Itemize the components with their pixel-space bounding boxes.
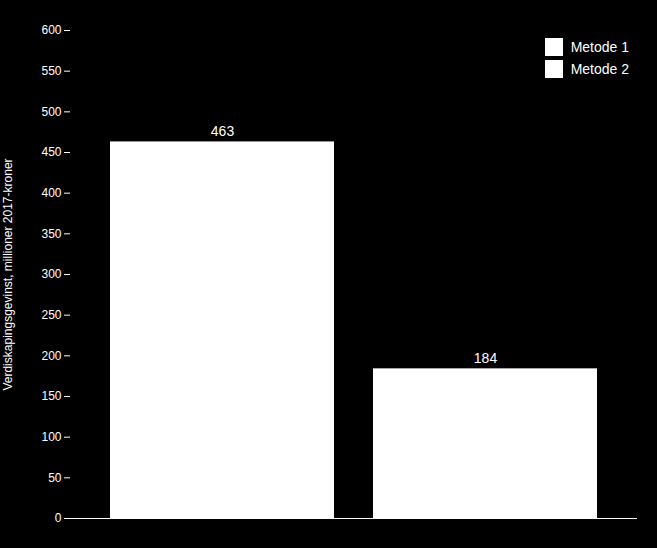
svg-text:0: 0 [55,511,62,525]
svg-text:150: 150 [41,389,61,403]
svg-text:463: 463 [211,123,235,139]
svg-text:200: 200 [41,349,61,363]
svg-text:550: 550 [41,64,61,78]
svg-text:400: 400 [41,186,61,200]
svg-text:600: 600 [41,23,61,37]
svg-text:500: 500 [41,105,61,119]
svg-text:350: 350 [41,227,61,241]
html-text:Metode 1: Metode 1 [570,39,629,55]
svg-text:Verdiskapingsgevinst, millione: Verdiskapingsgevinst, millioner 2017-kro… [1,158,15,390]
svg-text:450: 450 [41,145,61,159]
svg-text:50: 50 [48,471,62,485]
svg-text:184: 184 [474,350,498,366]
svg-text:300: 300 [41,267,61,281]
svg-text:250: 250 [41,308,61,322]
html-text:Metode 2: Metode 2 [570,61,629,77]
svg-text:100: 100 [41,430,61,444]
